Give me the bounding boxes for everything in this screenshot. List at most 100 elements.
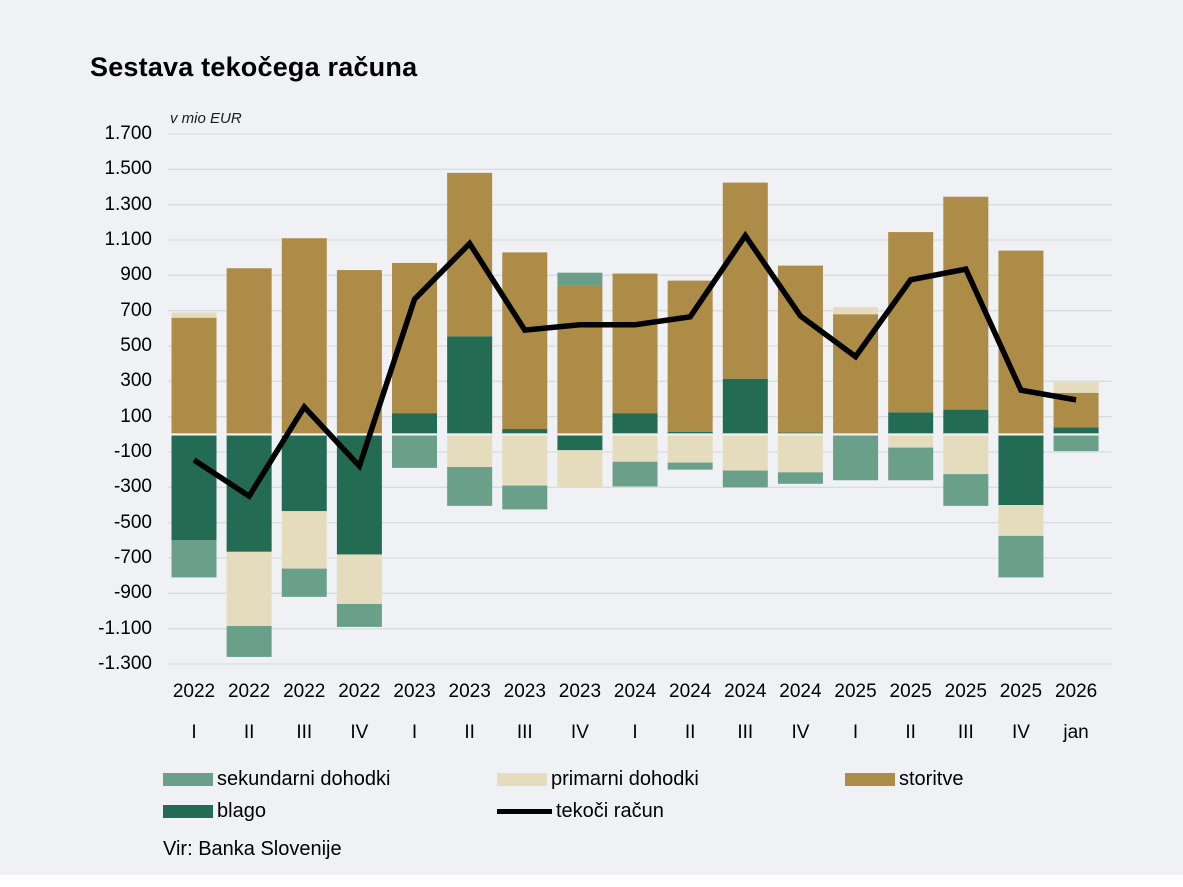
- bar-segment: [281, 511, 327, 569]
- bar-segment: [171, 540, 217, 578]
- x-tick-period: IV: [570, 722, 589, 743]
- x-tick-year: 2023: [448, 681, 491, 702]
- bar-segment: [998, 505, 1044, 536]
- bar-segment: [1053, 433, 1099, 436]
- bar-segment: [777, 433, 823, 436]
- x-tick-period: IV: [791, 722, 810, 743]
- bar-segment: [1053, 382, 1099, 393]
- footer-strip: [0, 875, 1183, 887]
- y-tick-label: 1.300: [104, 193, 152, 215]
- legend-item-sekundarni-dohodki: sekundarni dohodki: [163, 768, 390, 790]
- bar-segment: [943, 474, 989, 506]
- bar-segment: [447, 434, 493, 468]
- x-tick-year: 2025: [944, 681, 987, 702]
- x-tick-period: jan: [1063, 722, 1089, 743]
- x-tick-period: I: [632, 722, 638, 743]
- x-tick-period: II: [905, 722, 916, 743]
- bar-segment: [336, 433, 382, 436]
- legend-item-blago: blago: [163, 800, 266, 822]
- bar-segment: [998, 535, 1044, 578]
- bar-segment: [998, 434, 1044, 505]
- bar-segment: [336, 270, 382, 435]
- x-tick-year: 2023: [393, 681, 436, 702]
- bar-segment: [667, 462, 713, 470]
- tekoci-racun-line: [192, 230, 1077, 501]
- legend-label: blago: [217, 799, 266, 822]
- y-tick-label: -500: [113, 511, 152, 533]
- bar-segment: [888, 232, 934, 413]
- y-tick-label: -1.300: [98, 653, 152, 674]
- primarni-dohodki-swatch: [497, 772, 547, 786]
- x-tick-year: 2023: [558, 681, 602, 702]
- x-tick-year: 2025: [834, 681, 877, 702]
- bar-segment: [833, 434, 879, 481]
- bar-segment: [833, 433, 879, 436]
- bar-segment: [722, 378, 768, 435]
- x-tick-period: II: [464, 722, 475, 743]
- x-tick-year: 2024: [779, 681, 822, 702]
- bar-segment: [943, 409, 989, 435]
- bar-segment: [226, 626, 272, 657]
- bar-segment: [557, 433, 603, 436]
- bar-segment: [888, 447, 934, 481]
- blago-swatch: [163, 804, 213, 818]
- x-tick-period: III: [516, 722, 533, 743]
- bar-segment: [336, 554, 382, 604]
- x-tick-period: III: [737, 722, 754, 743]
- legend-label: sekundarni dohodki: [217, 767, 391, 790]
- y-tick-label: -900: [113, 582, 152, 604]
- bar-segment: [612, 273, 658, 414]
- y-tick-label: 700: [120, 299, 152, 321]
- legend-item-primarni-dohodki: primarni dohodki: [497, 768, 699, 790]
- bar-segment: [667, 280, 713, 432]
- y-tick-label: 1.500: [104, 158, 152, 180]
- bar-segment: [612, 413, 658, 435]
- bar-segment: [502, 429, 548, 435]
- y-tick-label: -1.100: [98, 617, 152, 639]
- bar-segment: [502, 485, 548, 510]
- bar-segment: [502, 252, 548, 430]
- tekoci-racun-line-swatch: [497, 808, 552, 814]
- bar-segment: [281, 433, 327, 436]
- bar-segment: [392, 413, 438, 435]
- bar-segment: [336, 603, 382, 627]
- y-tick-label: -700: [113, 547, 152, 568]
- bar-segment: [1053, 427, 1099, 435]
- legend-label: tekoči račun: [556, 799, 664, 822]
- x-tick-year: 2024: [669, 681, 712, 702]
- bar-segment: [281, 568, 327, 597]
- bar-segment: [943, 434, 989, 475]
- bar-segment: [777, 434, 823, 473]
- legend-label: primarni dohodki: [551, 767, 699, 790]
- legend-item-storitve: storitve: [845, 768, 963, 790]
- bar-segment: [833, 307, 879, 315]
- bar-segment: [777, 472, 823, 484]
- bar-segment: [557, 285, 603, 435]
- x-tick-year: 2025: [999, 681, 1043, 702]
- bar-segment: [226, 551, 272, 627]
- bar-segment: [667, 433, 713, 436]
- x-tick-year: 2022: [172, 681, 216, 702]
- source-attribution: Vir: Banka Slovenije: [163, 838, 342, 860]
- legend-item-tekoci-racun: tekoči račun: [497, 800, 664, 822]
- bar-segment: [888, 412, 934, 435]
- y-tick-label: 300: [120, 370, 152, 392]
- y-tick-label: 1.700: [104, 123, 152, 144]
- x-tick-year: 2023: [503, 681, 546, 702]
- axis-unit-label: v mio EUR: [170, 110, 242, 127]
- bar-segment: [447, 467, 493, 506]
- bar-segment: [447, 172, 493, 337]
- x-tick-period: I: [411, 722, 418, 743]
- bar-segment: [281, 238, 327, 435]
- bar-segment: [226, 268, 272, 435]
- x-tick-year: 2022: [227, 681, 271, 702]
- bar-segment: [1053, 434, 1099, 452]
- sekundarni-dohodki-swatch: [163, 772, 213, 786]
- bar-segment: [447, 433, 493, 436]
- x-tick-period: I: [852, 722, 859, 743]
- y-tick-label: 500: [120, 335, 152, 356]
- bar-segment: [998, 250, 1044, 435]
- bar-segment: [888, 433, 934, 436]
